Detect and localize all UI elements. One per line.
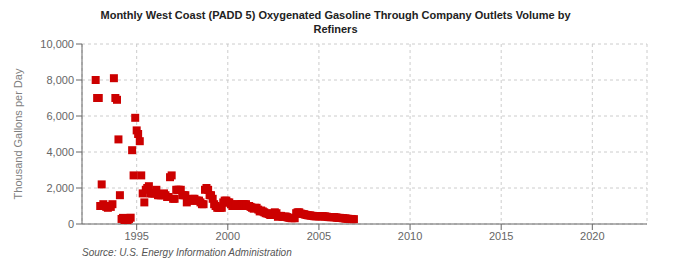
svg-text:2005: 2005 [307, 230, 331, 242]
svg-text:2,000: 2,000 [46, 182, 74, 194]
svg-text:2020: 2020 [580, 230, 604, 242]
svg-text:4,000: 4,000 [46, 146, 74, 158]
svg-text:2000: 2000 [216, 230, 240, 242]
svg-text:0: 0 [68, 218, 74, 230]
html-text:Source: U.S. Energy Informatio: Source: U.S. Energy Information Administ… [82, 247, 292, 258]
svg-text:2010: 2010 [398, 230, 422, 242]
svg-text:1995: 1995 [124, 230, 148, 242]
svg-text:2015: 2015 [489, 230, 513, 242]
svg-text:8,000: 8,000 [46, 74, 74, 86]
html-text:Monthly West Coast (PADD 5) Ox: Monthly West Coast (PADD 5) Oxygenated G… [100, 9, 571, 21]
svg-text:6,000: 6,000 [46, 110, 74, 122]
html-text:Refiners: Refiners [313, 23, 358, 35]
svg-text:Thousand Gallons per Day: Thousand Gallons per Day [12, 68, 24, 199]
svg-text:10,000: 10,000 [40, 38, 74, 50]
